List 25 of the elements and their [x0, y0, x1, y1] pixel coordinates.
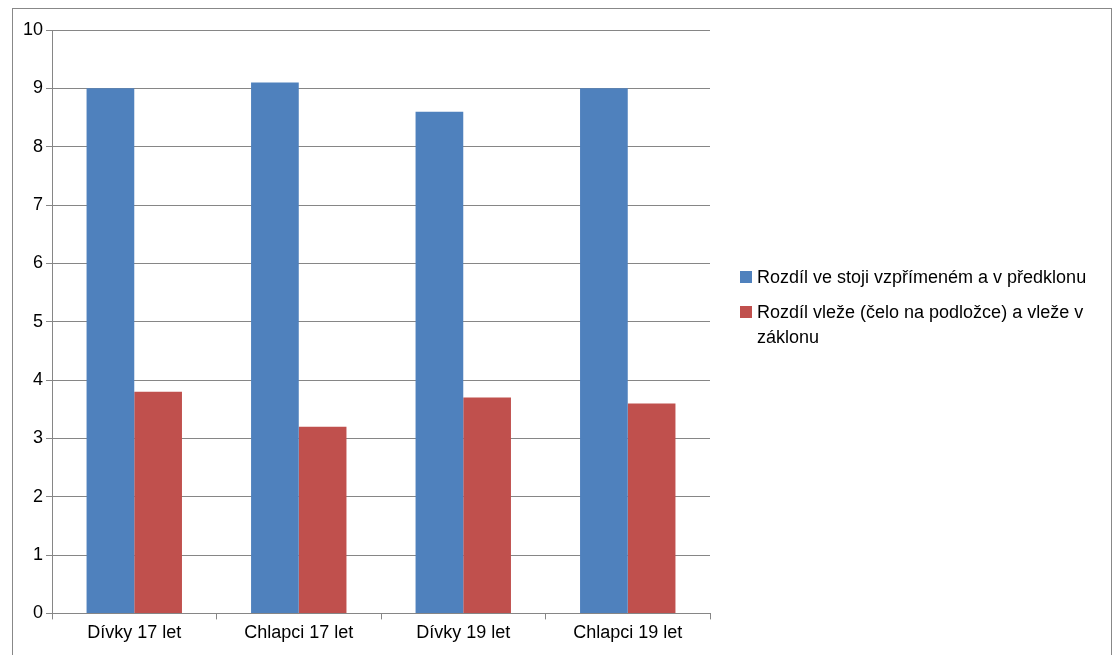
bar: [580, 88, 628, 613]
y-tick-label: 9: [33, 77, 44, 98]
x-tick-label: Chlapci 19 let: [573, 622, 683, 643]
y-tick-label: 8: [33, 135, 44, 156]
legend-label: Rozdíl ve stoji vzpřímeném a v předklonu: [757, 266, 1087, 289]
y-tick-label: 7: [33, 193, 44, 214]
x-tick-label: Chlapci 17 let: [244, 622, 354, 643]
bar: [134, 391, 182, 613]
bar: [86, 88, 135, 613]
y-tick-label: 0: [33, 602, 44, 623]
y-tick-label: 3: [33, 427, 44, 448]
x-tick-label: Dívky 17 let: [87, 622, 182, 643]
bar: [627, 403, 676, 613]
bar: [298, 426, 347, 613]
x-tick-label: Dívky 19 let: [416, 622, 511, 643]
y-tick-label: 10: [22, 18, 44, 39]
y-tick-label: 6: [33, 252, 44, 273]
legend-label: Rozdíl vleže (čelo na podložce) a vleže v záklonu: [757, 301, 1085, 350]
y-tick-label: 4: [33, 369, 44, 390]
y-tick-label: 2: [33, 485, 44, 506]
bar: [415, 111, 464, 613]
bar: [251, 82, 299, 613]
y-tick-label: 5: [33, 310, 44, 331]
y-tick-label: 1: [33, 544, 44, 565]
bar: [463, 397, 511, 613]
